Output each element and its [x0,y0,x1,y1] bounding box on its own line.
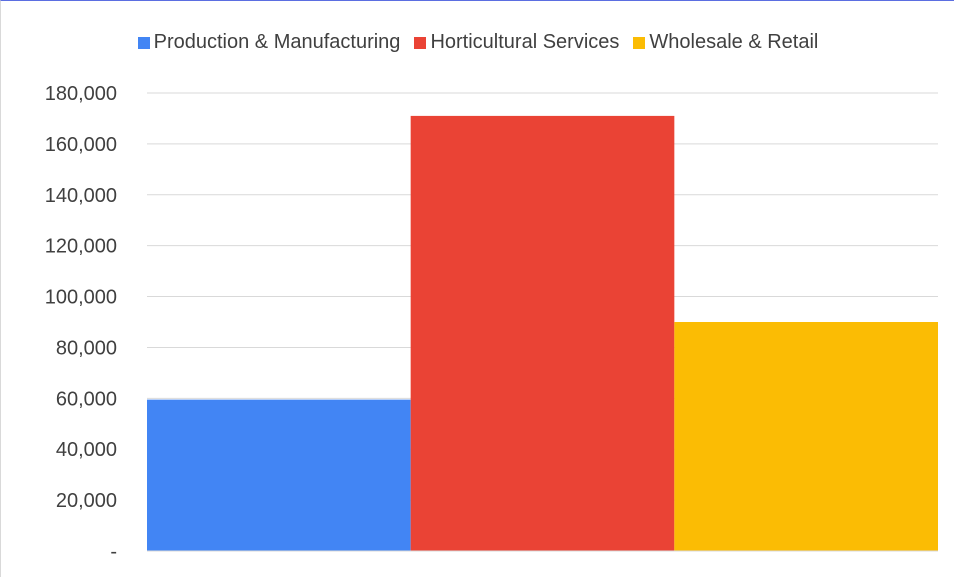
y-tick-label: 100,000 [45,287,117,309]
y-tick-label: 20,000 [56,490,117,512]
y-tick-label: 120,000 [45,236,117,258]
bar-horticultural-services[interactable] [410,115,675,552]
legend-label-horticultural-services: Horticultural Services [430,31,620,53]
legend-swatch-production-manufacturing [137,36,150,49]
y-tick-label: 80,000 [56,337,117,359]
legend-item-production-manufacturing[interactable]: Production & Manufacturing [137,31,401,54]
legend-label-wholesale-retail: Wholesale & Retail [649,31,819,53]
y-tick-label: - [110,541,117,563]
legend-swatch-wholesale-retail [633,36,646,49]
chart-legend: Production & Manufacturing Horticultural… [1,31,954,54]
legend-item-horticultural-services[interactable]: Horticultural Services [414,31,619,54]
y-tick-label: 40,000 [56,439,117,461]
y-tick-label: 60,000 [56,388,117,410]
y-tick-label: 140,000 [45,185,117,207]
bar-production-manufacturing[interactable] [147,399,411,551]
y-tick-label: 160,000 [45,134,117,156]
y-tick-label: 180,000 [45,83,117,105]
legend-swatch-horticultural-services [414,36,427,49]
bar-wholesale-retail[interactable] [674,322,938,551]
legend-item-wholesale-retail[interactable]: Wholesale & Retail [633,31,818,54]
legend-label-production-manufacturing: Production & Manufacturing [153,31,401,53]
